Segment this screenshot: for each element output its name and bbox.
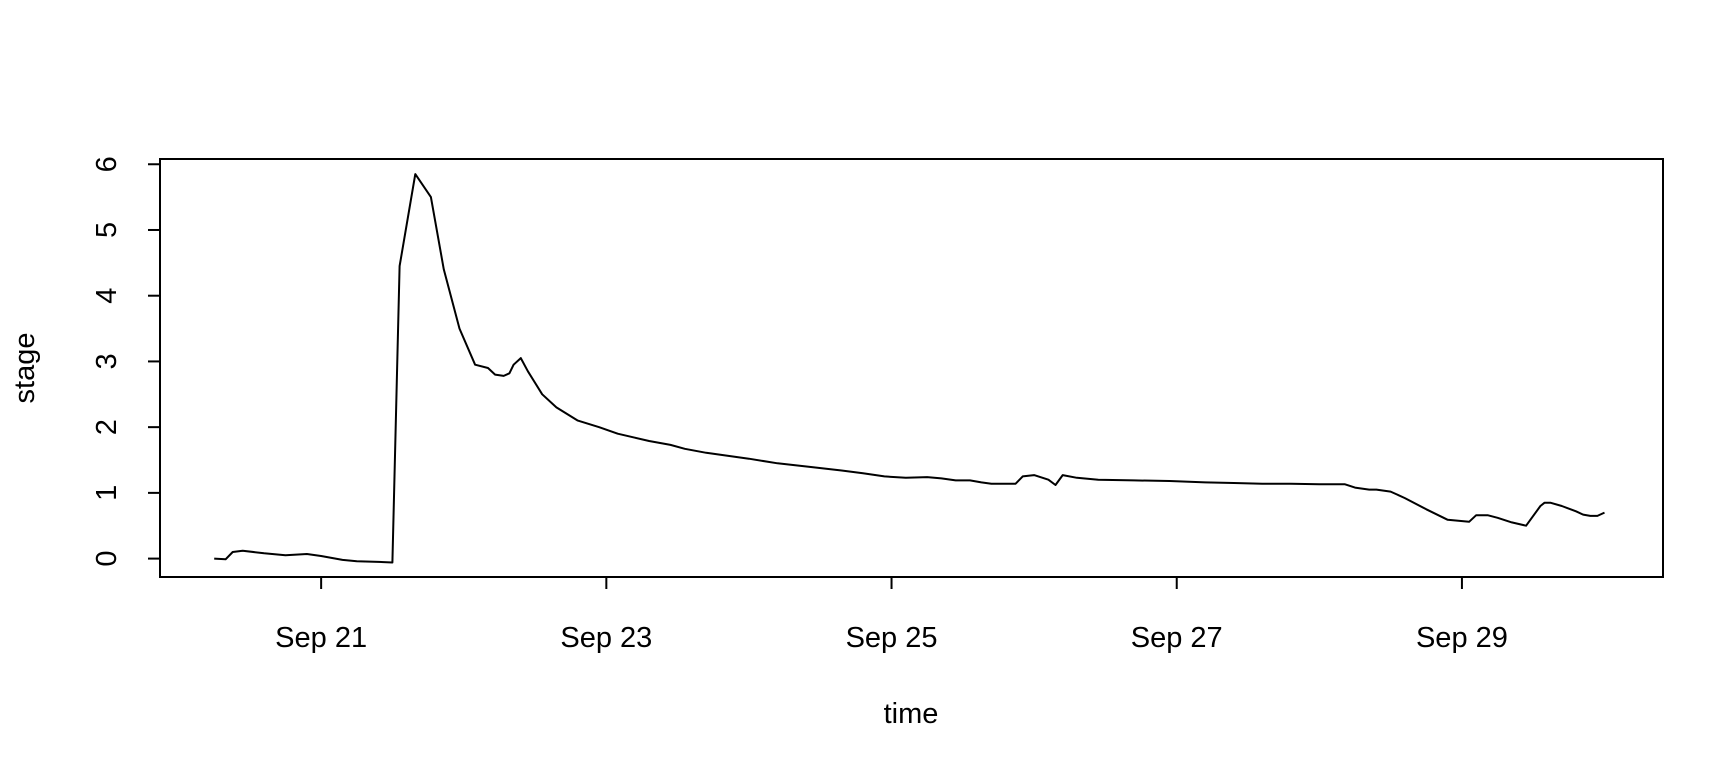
x-tick-label: Sep 25 bbox=[846, 622, 938, 654]
series-group bbox=[214, 173, 1605, 564]
x-axis-title: time bbox=[884, 698, 939, 730]
y-tick-label: 5 bbox=[91, 222, 123, 238]
y-tick-label: 0 bbox=[91, 551, 123, 567]
x-tick-label: Sep 27 bbox=[1131, 622, 1223, 654]
y-axis: 0 1 2 3 4 5 6 bbox=[91, 156, 160, 567]
y-tick-label: 3 bbox=[91, 353, 123, 369]
y-tick-label: 1 bbox=[91, 485, 123, 501]
plot-frame bbox=[159, 158, 1664, 578]
x-tick-label: Sep 21 bbox=[275, 622, 367, 654]
y-tick-label: 4 bbox=[91, 288, 123, 304]
y-tick-label: 6 bbox=[91, 156, 123, 172]
x-tick-label: Sep 29 bbox=[1416, 622, 1508, 654]
y-axis-title: stage bbox=[9, 333, 41, 404]
x-tick-label: Sep 23 bbox=[560, 622, 652, 654]
series-line-0 bbox=[214, 173, 1605, 564]
x-axis: Sep 21 Sep 23 Sep 25 Sep 27 Sep 29 bbox=[275, 577, 1508, 654]
y-tick-label: 2 bbox=[91, 419, 123, 435]
